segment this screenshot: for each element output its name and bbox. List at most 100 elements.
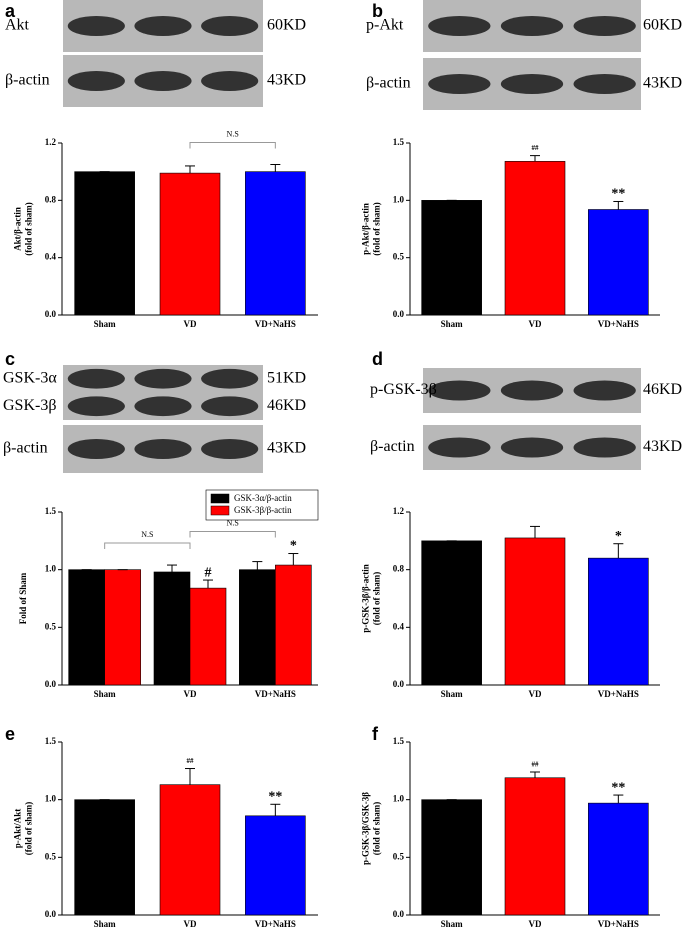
x-tick-label: VD	[184, 689, 197, 699]
significance-mark: **	[611, 780, 625, 795]
protein-label: β-actin	[370, 438, 415, 455]
blot-band	[67, 71, 125, 91]
y-axis-label: p-Akt/Akt	[13, 809, 23, 849]
bar	[421, 540, 482, 686]
x-tick-label: VD+NaHS	[255, 919, 296, 929]
x-tick-label: VD	[184, 319, 197, 329]
ns-label: N.S	[227, 129, 239, 138]
y-axis-label: Fold of Sham	[18, 572, 28, 624]
significance-mark: *	[290, 539, 297, 554]
blot-band	[201, 16, 259, 36]
bar	[588, 209, 649, 316]
y-tick-label: 0.0	[45, 309, 57, 319]
mw-label: 43KD	[643, 438, 682, 455]
bar	[504, 161, 566, 316]
mw-label: 60KD	[643, 17, 682, 34]
blot-band	[201, 368, 259, 389]
ns-label: N.S	[227, 518, 239, 527]
blot-band	[134, 439, 192, 459]
x-tick-label: Sham	[94, 689, 117, 699]
significance-mark: ##	[187, 757, 195, 765]
y-tick-label: 0.0	[393, 909, 405, 919]
blot-band	[201, 396, 259, 417]
error-bar	[288, 553, 299, 566]
y-tick-label: 0.5	[393, 851, 405, 861]
blot-band	[67, 396, 125, 417]
y-tick-label: 0.8	[393, 564, 405, 574]
bar	[74, 171, 135, 316]
y-axis-label: p-GSK-3β/GSK-3β	[361, 792, 371, 865]
bar	[588, 557, 649, 686]
x-tick-label: VD	[184, 919, 197, 929]
error-bar	[185, 768, 195, 785]
mw-label: 51KD	[267, 369, 306, 386]
error-bar	[613, 543, 624, 559]
error-bar	[203, 579, 213, 589]
x-tick-label: VD	[529, 689, 542, 699]
significance-mark: *	[615, 529, 622, 544]
y-tick-label: 1.0	[393, 794, 405, 804]
bar	[421, 799, 482, 916]
y-tick-label: 0.0	[393, 309, 405, 319]
error-bar	[185, 165, 195, 174]
blot-band	[500, 74, 564, 94]
blot-band	[500, 437, 564, 458]
error-bar	[530, 771, 540, 778]
protein-label: p-Akt	[366, 17, 404, 34]
bar	[68, 569, 105, 686]
ns-bracket	[104, 542, 191, 550]
error-bar	[270, 164, 281, 172]
x-tick-label: VD+NaHS	[598, 689, 639, 699]
blot-band	[428, 16, 491, 36]
y-tick-label: 1.0	[45, 564, 57, 574]
y-tick-label: 0.0	[393, 679, 405, 689]
protein-label: β-actin	[3, 440, 48, 457]
blot-band	[134, 396, 192, 417]
panel-letter: d	[372, 349, 383, 369]
y-tick-label: 0.5	[45, 621, 57, 631]
blot-band	[67, 16, 125, 36]
bar	[245, 171, 306, 316]
panel-letter: a	[5, 1, 16, 21]
protein-label: β-actin	[5, 72, 50, 89]
x-tick-label: VD	[529, 919, 542, 929]
mw-label: 43KD	[267, 72, 306, 89]
significance-mark: **	[611, 187, 625, 202]
panel-letter: e	[5, 724, 15, 744]
x-tick-label: VD+NaHS	[598, 319, 639, 329]
bar	[74, 799, 135, 916]
mw-label: 46KD	[267, 397, 306, 414]
y-axis-label: (fold of sham)	[24, 202, 34, 256]
error-bar	[530, 525, 540, 538]
legend-label: GSK-3β/β-actin	[234, 505, 292, 515]
y-tick-label: 1.2	[393, 506, 405, 516]
protein-label: GSK-3α	[3, 369, 57, 386]
blot-band	[573, 74, 636, 94]
error-bar	[270, 803, 281, 816]
legend-swatch	[210, 505, 230, 516]
x-tick-label: VD+NaHS	[598, 919, 639, 929]
protein-label: β-actin	[366, 75, 411, 92]
error-bar	[530, 155, 540, 162]
y-axis-label: p-GSK-3β/β-actin	[361, 564, 371, 632]
bar	[421, 200, 482, 316]
y-tick-label: 0.4	[45, 252, 57, 262]
blot-band	[428, 437, 491, 458]
bar	[275, 564, 312, 686]
blot-band	[67, 368, 125, 389]
y-axis-label: (fold of sham)	[372, 802, 382, 856]
bar	[153, 571, 191, 686]
error-bar	[613, 794, 624, 804]
y-tick-label: 0.0	[45, 909, 57, 919]
blot-band	[201, 439, 259, 459]
error-bar	[167, 564, 177, 572]
blot-band	[134, 71, 192, 91]
y-tick-label: 0.5	[45, 851, 57, 861]
bar	[189, 587, 227, 686]
mw-label: 43KD	[643, 75, 682, 92]
error-bar	[252, 561, 263, 570]
y-tick-label: 0.0	[45, 679, 57, 689]
blot-band	[573, 16, 636, 36]
significance-mark: **	[268, 789, 282, 804]
bar	[245, 815, 306, 916]
